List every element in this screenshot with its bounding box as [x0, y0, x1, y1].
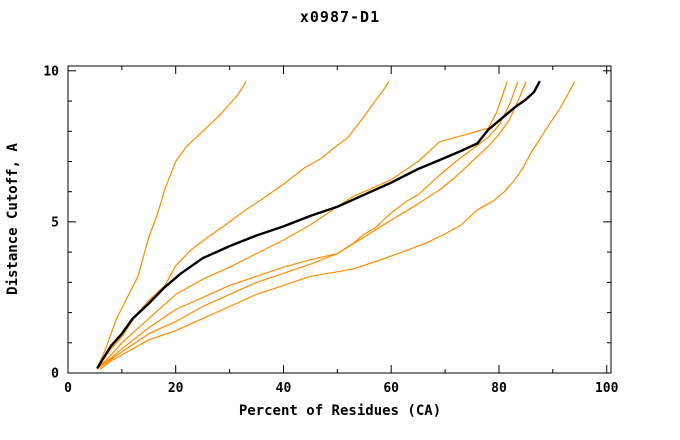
curve-orange-model-1: [96, 81, 247, 368]
x-tick-label: 0: [64, 381, 72, 396]
curve-orange-model-3: [96, 81, 508, 370]
x-tick-label: 20: [168, 381, 184, 396]
curve-orange-model-4: [96, 81, 519, 370]
x-tick-label: 80: [491, 381, 507, 396]
curve-orange-model-5: [96, 81, 527, 370]
plot-frame: [67, 65, 612, 374]
x-tick-label: 40: [276, 381, 292, 396]
curve-black-model: [96, 80, 541, 369]
y-tick-label: 5: [51, 215, 59, 230]
curve-orange-model-2: [96, 81, 390, 369]
chart-title: x0987-D1: [299, 8, 381, 26]
x-axis-label: Percent of Residues (CA): [238, 403, 442, 419]
curve-orange-model-6: [99, 81, 576, 370]
y-tick-label: 0: [51, 367, 59, 382]
x-tick-label: 100: [595, 381, 619, 396]
y-tick-label: 10: [43, 64, 59, 79]
x-tick-label: 60: [383, 381, 399, 396]
